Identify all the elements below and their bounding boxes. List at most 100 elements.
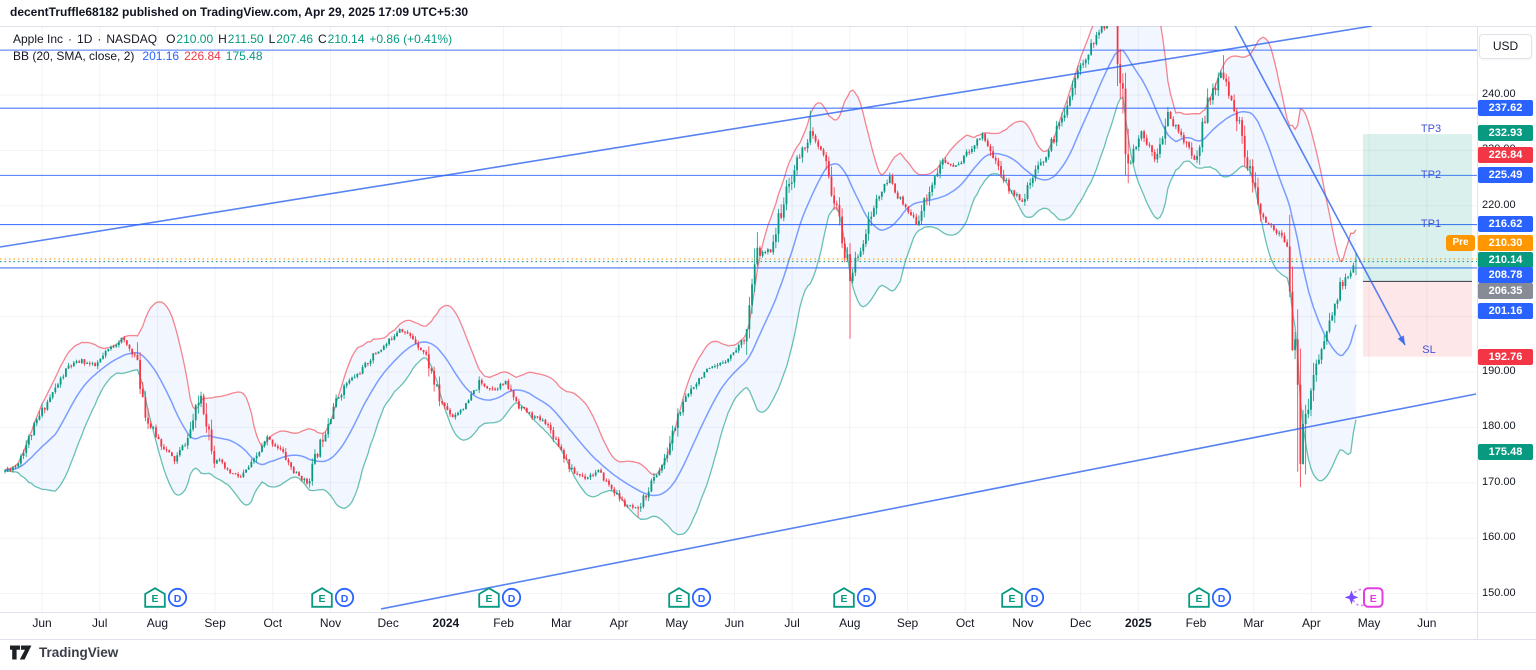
time-label-Oct: Oct	[263, 616, 283, 630]
price-tick-170.00: 170.00	[1482, 475, 1516, 488]
take-profit-3-label: TP3	[1420, 123, 1442, 135]
time-label-Nov: Nov	[1012, 616, 1034, 630]
tradingview-logo[interactable]: TradingView	[10, 645, 118, 660]
price-tick-190.00: 190.00	[1482, 365, 1516, 377]
time-label-Apr: Apr	[609, 616, 629, 630]
svg-text:D: D	[862, 593, 870, 605]
time-label-2025: 2025	[1124, 616, 1152, 630]
time-label-Jul: Jul	[92, 616, 108, 630]
upcoming-earnings-marker[interactable]: E	[1343, 587, 1387, 608]
dividends-icon[interactable]	[856, 587, 876, 608]
take-profit-2-label: TP2	[1420, 169, 1442, 181]
time-label-Oct: Oct	[955, 616, 975, 630]
time-label-Jun: Jun	[1417, 616, 1437, 630]
published-byline: decentTruffle68182 published on TradingV…	[10, 5, 469, 19]
earnings-icon[interactable]	[1187, 587, 1210, 608]
tradingview-logo-text: TradingView	[39, 645, 119, 660]
svg-text:D: D	[697, 593, 705, 605]
price-tick-160.00: 160.00	[1482, 531, 1516, 544]
time-label-Mar: Mar	[550, 616, 572, 630]
time-label-Jun: Jun	[724, 616, 745, 630]
chart-legend[interactable]: Apple Inc · 1D · NASDAQ O 210.00 H 211.50 …	[13, 31, 452, 64]
svg-text:E: E	[1008, 593, 1015, 605]
svg-text:D: D	[1217, 593, 1225, 605]
time-label-Dec: Dec	[1069, 616, 1092, 630]
ohlc-open: O 210.00	[166, 32, 214, 46]
svg-text:E: E	[675, 593, 682, 605]
earnings-icon[interactable]	[477, 587, 500, 608]
price-badge-226.84: 226.84	[1478, 147, 1533, 163]
upcoming-earnings-icon[interactable]	[1363, 587, 1384, 608]
symbol-legend-row[interactable]: Apple Inc · 1D · NASDAQ O 210.00 H 211.50 …	[13, 31, 452, 47]
dividends-icon[interactable]	[167, 587, 187, 608]
legend-separator: ·	[97, 32, 102, 46]
svg-text:E: E	[318, 593, 325, 605]
time-label-Feb: Feb	[493, 616, 514, 630]
dividends-icon[interactable]	[334, 587, 354, 608]
sparkle-icon	[1344, 590, 1359, 605]
price-tick-180.00: 180.00	[1482, 420, 1516, 433]
dividends-icon[interactable]	[1024, 587, 1044, 608]
earnings-icon[interactable]	[832, 587, 855, 608]
bb-basis-value: 201.16	[142, 49, 180, 63]
svg-text:D: D	[173, 593, 181, 605]
time-label-Sep: Sep	[896, 616, 919, 630]
time-label-Aug: Aug	[839, 616, 861, 630]
price-badge-210.30: 210.30	[1478, 235, 1533, 251]
time-label-2024: 2024	[432, 616, 460, 630]
take-profit-1-label: TP1	[1420, 218, 1442, 230]
time-label-Apr: Apr	[1302, 616, 1321, 630]
symbol-interval: 1D	[77, 32, 93, 46]
price-tick-150.00: 150.00	[1482, 586, 1516, 599]
widget-bottom-border	[0, 639, 1536, 640]
dividends-icon[interactable]	[501, 587, 521, 608]
time-label-May: May	[665, 616, 689, 630]
time-label-Nov: Nov	[319, 616, 342, 630]
svg-text:E: E	[151, 593, 158, 605]
chart-drawing-layer	[0, 26, 1477, 612]
dividends-icon[interactable]	[1211, 587, 1231, 608]
change-value: +0.86 (+0.41%)	[369, 32, 453, 46]
price-badge-210.14: 210.14	[1478, 252, 1533, 268]
svg-text:D: D	[340, 593, 348, 605]
svg-text:E: E	[1195, 593, 1202, 605]
stop-loss-label: SL	[1422, 344, 1436, 356]
currency-unit-button[interactable]: USD	[1479, 34, 1532, 59]
legend-separator: ·	[68, 32, 73, 46]
premarket-tag: Pre	[1446, 235, 1475, 251]
earnings-icon[interactable]	[143, 587, 166, 608]
svg-text:D: D	[1030, 593, 1038, 605]
time-label-Feb: Feb	[1185, 616, 1207, 630]
time-label-Jul: Jul	[784, 616, 800, 630]
dividends-icon[interactable]	[691, 587, 711, 608]
time-label-Aug: Aug	[146, 616, 169, 630]
svg-text:E: E	[485, 593, 492, 605]
ohlc-high: H 211.50	[218, 32, 264, 46]
svg-text:E: E	[840, 593, 847, 605]
price-badge-175.48: 175.48	[1478, 444, 1533, 460]
earnings-icon[interactable]	[667, 587, 690, 608]
price-badge-206.35: 206.35	[1478, 283, 1533, 299]
price-badge-232.93: 232.93	[1478, 125, 1533, 141]
time-label-May: May	[1357, 616, 1381, 630]
price-badge-216.62: 216.62	[1478, 216, 1533, 232]
earnings-icon[interactable]	[310, 587, 333, 608]
symbol-exchange: NASDAQ	[106, 32, 158, 46]
time-label-Jun: Jun	[32, 616, 52, 630]
earnings-icon[interactable]	[1000, 587, 1023, 608]
price-axis-border	[1477, 26, 1478, 639]
price-tick-240.00: 240.00	[1482, 88, 1516, 100]
indicator-name: BB (20, SMA, close, 2)	[13, 49, 135, 63]
ohlc-close: C 210.14	[318, 32, 365, 46]
price-tick-220.00: 220.00	[1482, 198, 1516, 211]
price-badge-192.76: 192.76	[1478, 349, 1533, 365]
indicator-legend-row[interactable]: BB (20, SMA, close, 2) 201.16 226.84 175…	[13, 48, 452, 64]
